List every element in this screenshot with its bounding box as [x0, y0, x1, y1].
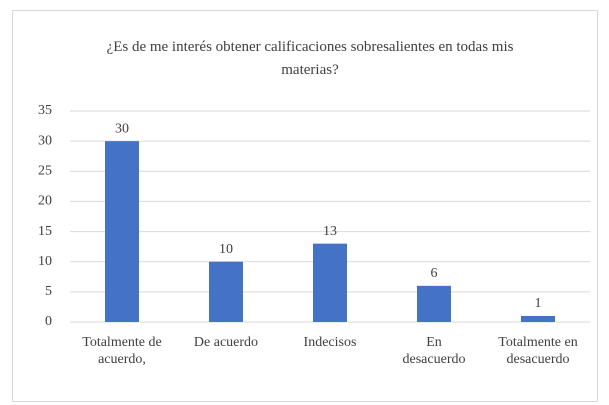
x-tick-label: De acuerdo — [193, 335, 259, 350]
bar — [417, 285, 451, 322]
y-tick-label: 0 — [45, 314, 52, 329]
y-tick-label: 20 — [38, 194, 52, 209]
x-tick-label: En desacuerdo — [402, 335, 466, 367]
y-tick-label: 5 — [45, 284, 52, 299]
bar — [521, 315, 555, 322]
data-label: 30 — [115, 121, 129, 136]
data-label: 13 — [323, 224, 337, 239]
x-tick-label: Totalmente de acuerdo, — [82, 335, 162, 367]
y-tick-label: 25 — [38, 164, 52, 179]
y-tick-label: 15 — [38, 224, 52, 239]
data-label: 10 — [219, 242, 233, 257]
y-tick-label: 30 — [38, 133, 52, 148]
chart-frame — [12, 10, 598, 402]
chart-title: ¿Es de me interés obtener calificaciones… — [106, 39, 514, 78]
data-label: 1 — [535, 296, 542, 311]
y-tick-label: 10 — [38, 254, 52, 269]
bar — [313, 243, 347, 322]
x-tick-label: Indecisos — [303, 335, 357, 350]
x-tick-label: Totalmente en desacuerdo — [498, 335, 578, 367]
data-label: 6 — [431, 266, 438, 281]
bar — [105, 141, 139, 322]
bar — [209, 261, 243, 322]
y-tick-label: 35 — [38, 103, 52, 118]
